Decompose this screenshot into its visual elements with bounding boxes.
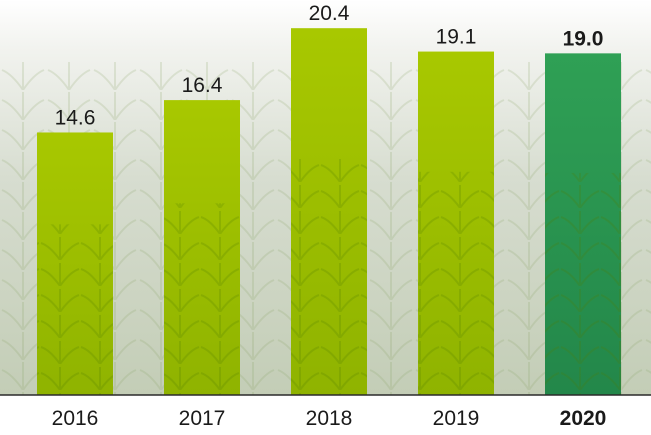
value-label-2020: 19.0 [563,27,604,50]
x-tick-labels-group: 2016 2017 2018 2019 2020 [52,407,607,430]
x-tick-label-2020: 2020 [560,407,607,430]
x-tick-label-2016: 2016 [52,407,99,430]
bar-texture-2019 [418,171,494,395]
bar-texture-2016 [37,224,113,395]
bar-texture-2020 [545,172,621,395]
value-label-2016: 14.6 [55,106,96,129]
value-labels-group: 14.6 16.4 20.4 19.1 19.0 [55,2,604,129]
bar-texture-2017 [164,203,240,395]
x-tick-label-2017: 2017 [179,407,226,430]
value-label-2017: 16.4 [182,74,223,97]
bar-texture-2018 [291,156,367,395]
x-tick-label-2018: 2018 [306,407,353,430]
x-tick-label-2019: 2019 [433,407,480,430]
bars-group [37,28,621,396]
value-label-2018: 20.4 [309,2,350,25]
value-label-2019: 19.1 [436,26,477,49]
